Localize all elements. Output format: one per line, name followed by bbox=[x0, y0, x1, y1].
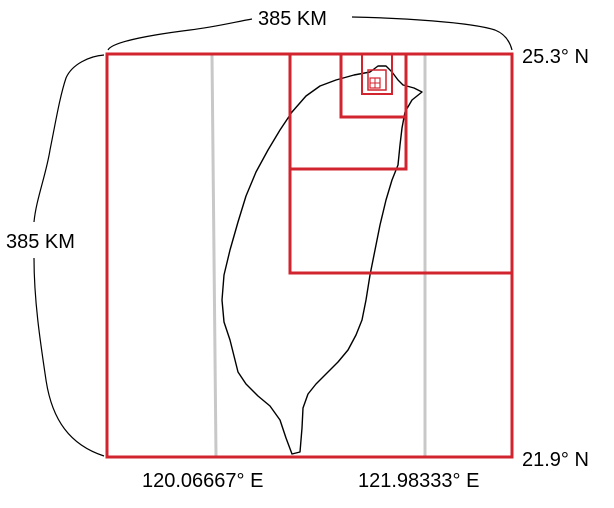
grid-box-level-0 bbox=[105, 52, 514, 459]
grid-box-level-5 bbox=[367, 69, 387, 91]
grid-box-level-1 bbox=[288, 52, 514, 275]
north-latitude-label: 25.3° N bbox=[522, 46, 589, 68]
grid-box-level-4 bbox=[361, 53, 393, 95]
top-distance-label: 385 KM bbox=[258, 8, 327, 30]
grid-box-level-3 bbox=[339, 52, 408, 119]
taiwan-island-outline bbox=[221, 65, 423, 455]
left-distance-brace bbox=[33, 54, 105, 223]
left-distance-brace-lower bbox=[33, 257, 105, 457]
east-longitude-label: 121.98333° E bbox=[358, 470, 480, 492]
grid-box-level-2 bbox=[288, 52, 408, 171]
top-distance-brace bbox=[107, 18, 253, 51]
south-latitude-label: 21.9° N bbox=[522, 449, 589, 471]
top-distance-brace-right bbox=[351, 16, 513, 51]
left-distance-label: 385 KM bbox=[6, 231, 75, 253]
west-longitude-label: 120.06667° E bbox=[142, 470, 264, 492]
meridian-line-west bbox=[210, 54, 218, 457]
